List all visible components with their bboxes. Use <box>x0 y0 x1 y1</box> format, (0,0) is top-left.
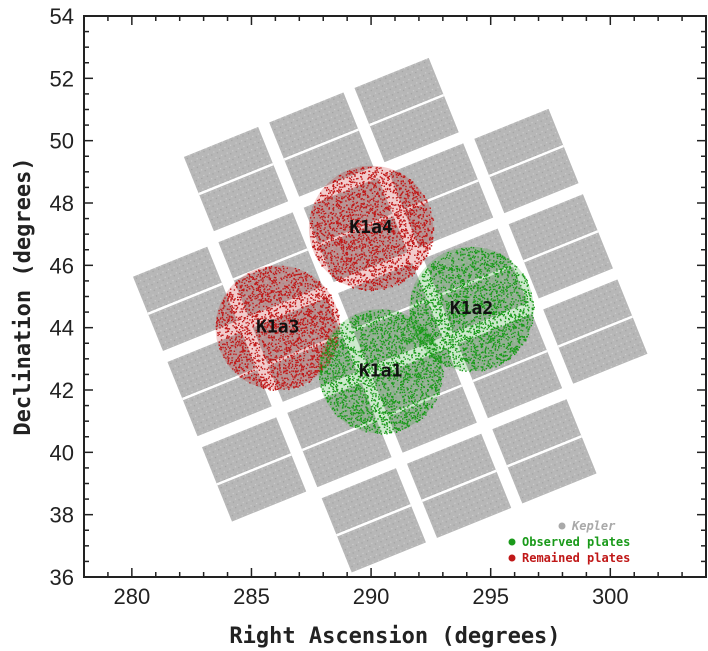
plate-k1a1 <box>318 309 444 435</box>
kepler-ccd-module <box>389 143 494 248</box>
kepler-ccd-module <box>133 246 238 351</box>
legend: Kepler Observed plates Remained plates <box>508 519 630 565</box>
kepler-ccd-module <box>303 177 408 282</box>
kepler-ccd-module <box>474 108 579 214</box>
kepler-field-layer <box>133 58 648 573</box>
legend-marker <box>508 554 516 562</box>
plate-label: K1a1 <box>359 360 402 381</box>
legend-entry: Kepler <box>558 519 616 533</box>
kepler-ccd-module <box>269 92 374 197</box>
y-tick-label: 38 <box>50 503 74 528</box>
legend-marker <box>508 538 516 546</box>
kepler-ccd-module <box>183 127 289 232</box>
legend-entry: Remained plates <box>508 551 630 565</box>
legend-marker <box>558 522 566 530</box>
legend-label: Kepler <box>571 519 616 533</box>
kepler-ccd-module <box>202 417 307 522</box>
x-tick-label: 285 <box>233 584 270 609</box>
plate-label: K1a2 <box>450 298 493 319</box>
kepler-ccd-module <box>252 297 357 402</box>
x-tick-label: 290 <box>353 584 390 609</box>
x-tick-label: 295 <box>472 584 509 609</box>
y-axis-title: Declination (degrees) <box>11 157 36 435</box>
kepler-ccd-module <box>287 382 392 488</box>
axes: 280 285 290 295 300 36 38 40 42 44 46 48 50 52 54 Right… <box>11 4 707 649</box>
kepler-ccd-module <box>338 263 443 368</box>
y-tick-label: 46 <box>50 253 74 278</box>
y-tick-label: 50 <box>50 129 74 154</box>
x-axis-title: Right Ascension (degrees) <box>229 624 560 649</box>
legend-label: Observed plates <box>522 535 630 549</box>
kepler-ccd-module <box>508 194 613 299</box>
y-tick-label: 44 <box>50 316 74 341</box>
y-tick-label: 40 <box>50 440 74 465</box>
y-tick-label: 36 <box>50 565 74 590</box>
y-tick-label: 54 <box>50 4 74 29</box>
x-tick-label: 300 <box>592 584 629 609</box>
y-tick-label: 42 <box>50 378 74 403</box>
kepler-ccd-module <box>543 279 648 384</box>
plate-k1a3 <box>215 265 341 391</box>
kepler-ccd-module <box>407 433 512 538</box>
plate-k1a2 <box>409 246 535 373</box>
legend-entry: Observed plates <box>508 535 630 549</box>
plate-label: K1a3 <box>256 317 299 338</box>
y-tick-label: 48 <box>50 191 74 216</box>
kepler-ccd-module <box>492 399 597 504</box>
y-tick-label: 52 <box>50 66 74 91</box>
x-tick-label: 280 <box>113 584 150 609</box>
kepler-ccd-module <box>354 58 459 163</box>
plate-label: K1a4 <box>349 217 393 238</box>
kepler-ccd-module <box>457 313 563 419</box>
legend-label: Remained plates <box>522 551 630 565</box>
plates-layer <box>215 165 535 435</box>
plate-labels: K1a1 K1a2 K1a3 K1a4 <box>256 217 493 381</box>
kepler-ccd-module <box>321 468 426 573</box>
kepler-ccd-module <box>167 332 272 437</box>
plate-k1a4 <box>308 165 435 292</box>
